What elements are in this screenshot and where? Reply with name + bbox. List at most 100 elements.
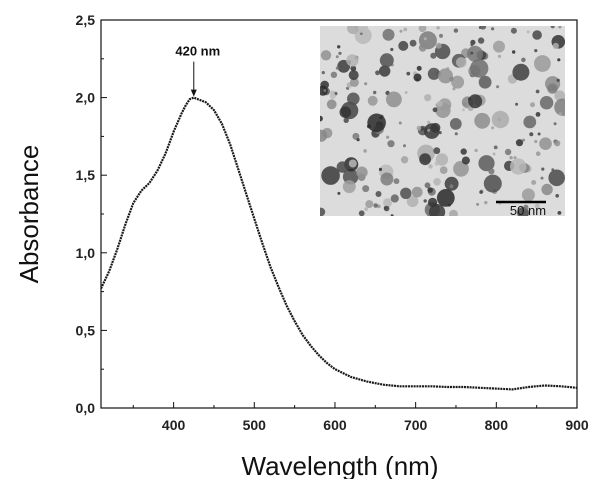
- nanoparticle: [461, 156, 470, 165]
- nanoparticle: [400, 187, 412, 199]
- nanoparticle: [491, 27, 495, 31]
- nanoparticle: [387, 140, 395, 148]
- y-axis-title: Absorbance: [14, 145, 44, 284]
- nanoparticle: [349, 77, 359, 87]
- nanoparticle: [423, 37, 427, 41]
- nanoparticle: [433, 147, 441, 155]
- nanoparticle: [436, 189, 455, 207]
- peak-arrow-head: [190, 89, 197, 97]
- nanoparticle: [337, 191, 341, 195]
- nanoparticle: [320, 50, 332, 61]
- nanoparticle: [356, 138, 360, 142]
- nanoparticle: [470, 43, 474, 47]
- x-tick-label: 400: [162, 417, 186, 433]
- nanoparticle: [424, 94, 432, 102]
- nanoparticle: [362, 185, 370, 193]
- x-axis-title: Wavelength (nm): [242, 451, 439, 479]
- nanoparticle: [339, 106, 352, 118]
- nanoparticle: [470, 59, 489, 78]
- nanoparticle: [474, 112, 491, 129]
- nanoparticle: [427, 67, 440, 80]
- nanoparticle: [367, 113, 386, 133]
- nanoparticle: [558, 26, 562, 29]
- nanoparticle: [403, 144, 406, 148]
- nanoparticle: [523, 115, 537, 129]
- nanoparticle: [430, 122, 441, 133]
- nanoparticle: [497, 54, 502, 59]
- nanoparticle: [330, 71, 338, 79]
- nanoparticle: [335, 66, 339, 70]
- nanoparticle: [416, 65, 422, 71]
- nanoparticle: [330, 90, 335, 96]
- nanoparticle: [398, 40, 409, 51]
- nanoparticle: [491, 126, 495, 130]
- y-tick-label: 2,0: [76, 90, 96, 106]
- nanoparticle: [433, 178, 441, 186]
- y-tick-label: 2,5: [76, 12, 96, 28]
- nanoparticle: [348, 159, 357, 168]
- nanoparticle: [534, 203, 540, 209]
- nanoparticle: [400, 156, 409, 164]
- nanoparticle: [432, 107, 438, 113]
- nanoparticle: [379, 53, 394, 68]
- nanoparticle: [526, 30, 530, 34]
- x-tick-label: 800: [485, 417, 509, 433]
- x-tick-label: 600: [323, 417, 347, 433]
- nanoparticle: [554, 98, 565, 116]
- nanoparticle: [416, 125, 422, 131]
- nanoparticle: [419, 153, 431, 166]
- nanoparticle: [393, 178, 400, 185]
- nanoparticle: [386, 91, 402, 108]
- nanoparticle: [504, 148, 512, 156]
- nanoparticle: [515, 102, 519, 106]
- x-tick-label: 500: [243, 417, 267, 433]
- nanoparticle: [539, 137, 552, 150]
- nanoparticle: [493, 145, 498, 150]
- nanoparticle: [427, 187, 434, 193]
- nanoparticle: [535, 89, 540, 94]
- nanoparticle: [320, 129, 328, 142]
- nanoparticle: [479, 190, 483, 194]
- nanoparticle: [521, 188, 535, 202]
- nanoparticle: [430, 52, 437, 59]
- nanoparticle: [323, 89, 327, 93]
- nanoparticle: [529, 132, 534, 137]
- scale-bar-label: 50 nm: [510, 203, 546, 218]
- nanoparticle: [509, 156, 513, 160]
- spectrum-line: [101, 96, 577, 391]
- x-tick-label: 700: [404, 417, 428, 433]
- nanoparticle: [451, 75, 465, 89]
- nanoparticle: [438, 68, 453, 84]
- nanoparticle: [555, 194, 559, 198]
- nanoparticle: [409, 39, 417, 47]
- nanoparticle: [531, 180, 537, 185]
- nanoparticle: [427, 128, 431, 132]
- nanoparticle: [535, 112, 541, 117]
- nanoparticle: [512, 63, 530, 81]
- nanoparticle: [399, 29, 403, 33]
- nanoparticle: [356, 166, 368, 179]
- nanoparticle: [550, 26, 555, 29]
- nanoparticle: [390, 47, 394, 52]
- nanoparticle: [540, 176, 544, 180]
- nanoparticle: [541, 167, 545, 171]
- nanoparticle: [418, 26, 427, 33]
- nanoparticle: [477, 37, 485, 44]
- y-tick-label: 1,5: [76, 167, 96, 183]
- nanoparticle: [403, 27, 408, 32]
- nanoparticle: [491, 110, 510, 129]
- nanoparticle: [430, 67, 435, 72]
- nanoparticle: [336, 161, 348, 173]
- nanoparticle: [541, 183, 553, 196]
- nanoparticle: [539, 96, 554, 110]
- nanoparticle: [523, 204, 529, 210]
- nanoparticle: [367, 95, 378, 106]
- nanoparticle: [479, 26, 487, 30]
- nanoparticle: [493, 40, 505, 53]
- nanoparticle: [435, 42, 442, 49]
- y-tick-label: 0,5: [76, 322, 96, 338]
- nanoparticle: [478, 75, 492, 89]
- nanoparticle: [435, 153, 449, 166]
- nanoparticle: [348, 70, 359, 81]
- nanoparticle: [436, 26, 440, 30]
